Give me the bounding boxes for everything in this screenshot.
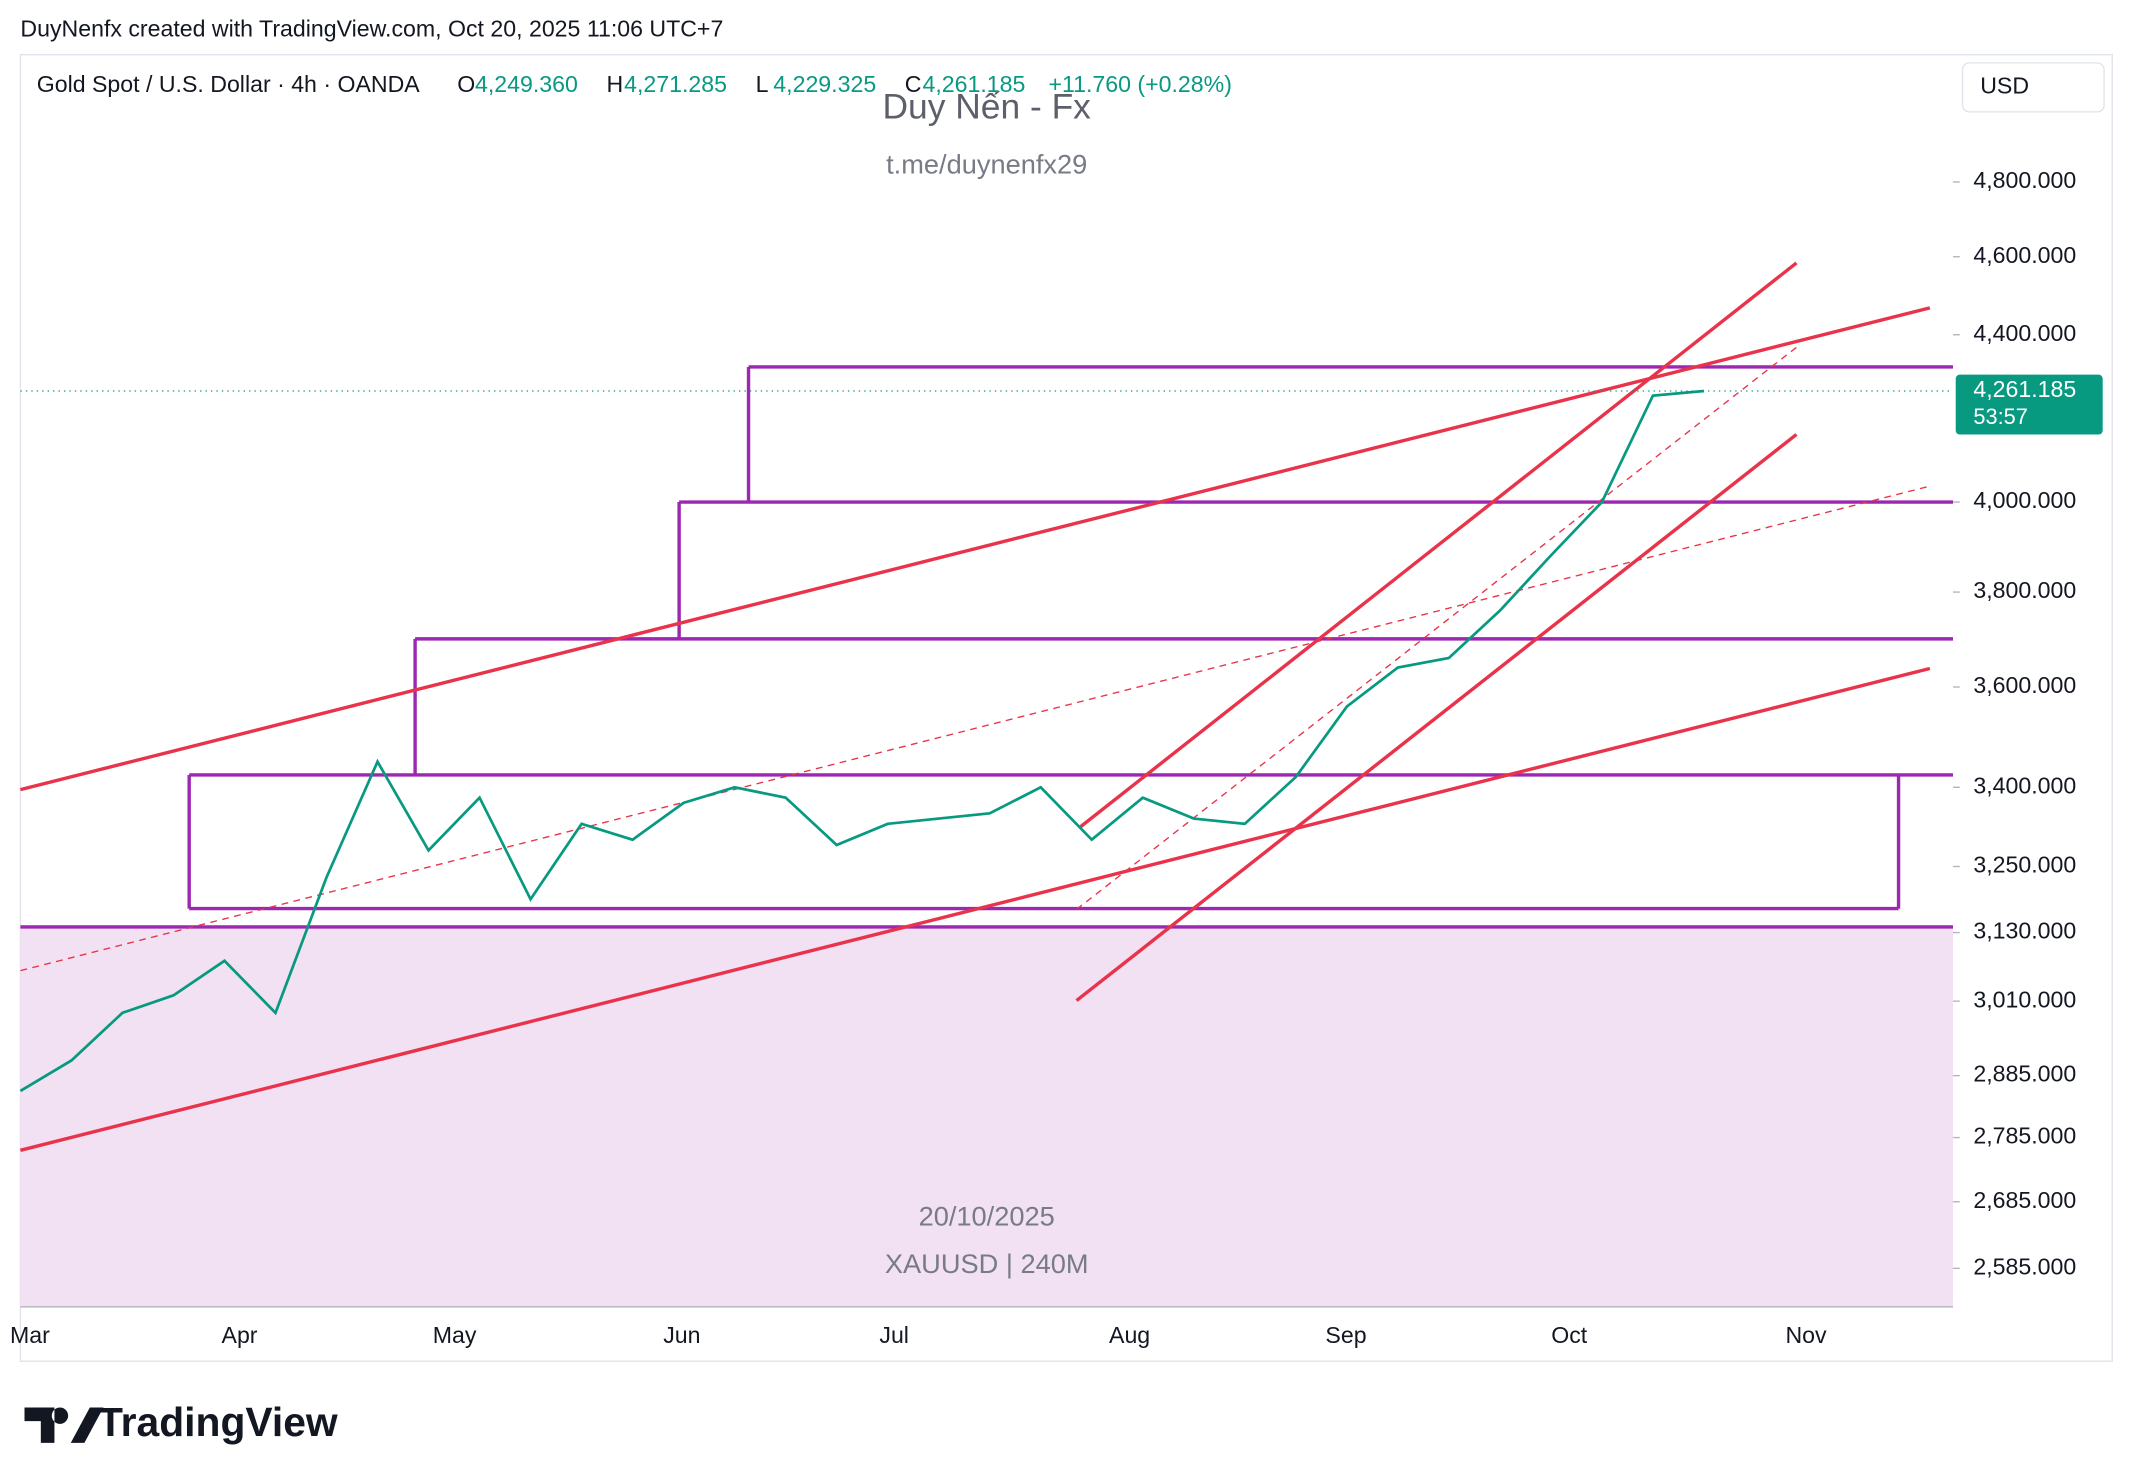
x-tick-label: Oct [1551, 1322, 1588, 1348]
countdown: 53:57 [1973, 404, 2027, 429]
trend-line [1078, 261, 1798, 830]
last-price-box [1955, 374, 2103, 435]
y-tick-label: 2,785.000 [1973, 1123, 2076, 1149]
y-tick-label: 3,250.000 [1973, 852, 2076, 878]
ohlc-name: H [606, 71, 623, 97]
ohlc-name: L [756, 71, 769, 97]
x-tick-label: Sep [1325, 1322, 1366, 1348]
y-tick-label: 3,010.000 [1973, 986, 2076, 1012]
credit: DuyNenfx created with TradingView.com, O… [20, 15, 723, 41]
watermark-date: 20/10/2025 [919, 1201, 1055, 1232]
trend-lines [19, 261, 1931, 1152]
change: +11.760 (+0.28%) [1048, 71, 1231, 97]
watermark-link: t.me/duynenfx29 [886, 148, 1087, 179]
y-tick-label: 2,885.000 [1973, 1061, 2076, 1087]
zone-fill [20, 927, 1953, 1307]
currency[interactable]: USD [1980, 72, 2029, 98]
ohlc-name: C [905, 71, 922, 97]
x-tick-label: May [433, 1322, 477, 1348]
frame [19, 54, 2113, 1362]
y-tick-label: 4,600.000 [1973, 242, 2076, 268]
last-price-label: 4,261.185 [1973, 376, 2076, 402]
trend-line [19, 666, 1931, 1152]
watermark-title: Duy Nến - Fx [883, 87, 1092, 126]
y-tick-label: 2,585.000 [1973, 1253, 2076, 1279]
y-tick-label: 4,000.000 [1973, 487, 2076, 513]
ohlc-value: 4,271.285 [624, 71, 727, 97]
x-tick-label: Jun [663, 1322, 700, 1348]
price-line [19, 389, 1705, 1093]
y-tick-label: 4,800.000 [1973, 167, 2076, 193]
logo: TradingView [24, 1399, 338, 1445]
x-tick-label: Apr [222, 1322, 258, 1348]
y-tick-label: 3,130.000 [1973, 918, 2076, 944]
currency-button[interactable] [1961, 62, 2105, 113]
y-tick-label: 3,600.000 [1973, 672, 2076, 698]
watermark-ticker: XAUUSD | 240M [885, 1248, 1089, 1279]
x-tick-label: Nov [1785, 1322, 1827, 1348]
ohlc-value: 4,229.325 [773, 71, 876, 97]
brand: TradingView [98, 1399, 338, 1445]
logo-icon [24, 1407, 104, 1443]
y-tick-label: 4,400.000 [1973, 320, 2076, 346]
y-tick-label: 3,800.000 [1973, 577, 2076, 603]
ohlc-value: 4,261.185 [922, 71, 1025, 97]
x-tick-label: Jul [879, 1322, 909, 1348]
x-tick-label: Aug [1109, 1322, 1150, 1348]
symbol: Gold Spot / U.S. Dollar · 4h · OANDA [37, 71, 421, 97]
ohlc-value: 4,249.360 [475, 71, 578, 97]
trend-line [1075, 433, 1798, 1002]
trend-line [1076, 346, 1797, 910]
y-tick-label: 2,685.000 [1973, 1187, 2076, 1213]
ohlc-name: O [457, 71, 475, 97]
trend-line [20, 485, 1931, 972]
x-tick-label: Mar [10, 1322, 50, 1348]
trend-line [19, 306, 1931, 792]
y-tick-label: 3,400.000 [1973, 772, 2076, 798]
